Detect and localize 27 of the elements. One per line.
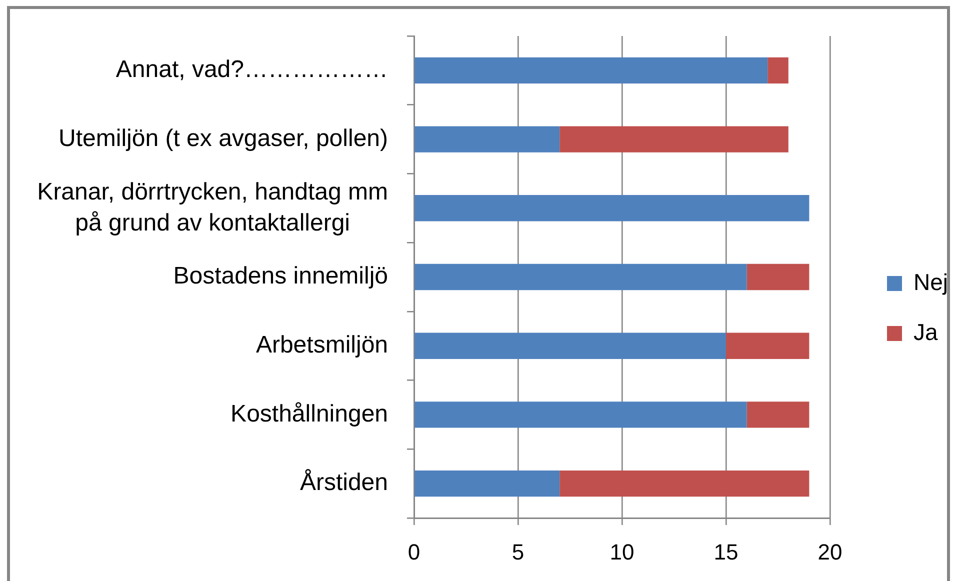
bar xyxy=(560,126,788,152)
bar xyxy=(414,470,560,497)
y-tick-label: Årstiden xyxy=(300,469,388,496)
y-tick-label: Bostadens innemiljö xyxy=(173,262,388,290)
x-tick-label: 10 xyxy=(610,539,634,564)
bar xyxy=(560,470,810,497)
bar xyxy=(746,264,810,290)
bar xyxy=(414,402,747,428)
y-tick-label: Utemiljön (t ex avgaser, pollen) xyxy=(58,124,388,152)
bar xyxy=(726,332,810,359)
y-tick-label: Kranar, dörrtrycken, handtag mm på grund av kontaktallergi xyxy=(37,178,388,236)
y-tick-label: Annat, vad?……………… xyxy=(116,56,388,84)
bar xyxy=(414,195,810,222)
bar xyxy=(414,264,747,290)
y-tick-label: Arbetsmiljön xyxy=(256,331,388,358)
x-tick-label: 20 xyxy=(818,539,842,564)
x-tick-label: 15 xyxy=(714,539,738,564)
bar xyxy=(414,332,726,359)
legend-label: Nej xyxy=(914,268,948,295)
x-tick-label: 5 xyxy=(512,539,524,564)
bar xyxy=(768,57,788,84)
bar xyxy=(414,57,768,84)
bar xyxy=(414,126,560,152)
legend-label: Ja xyxy=(914,318,938,345)
y-tick-label: Kosthållningen xyxy=(230,400,388,428)
bar xyxy=(746,402,810,428)
x-tick-label: 0 xyxy=(408,539,420,564)
